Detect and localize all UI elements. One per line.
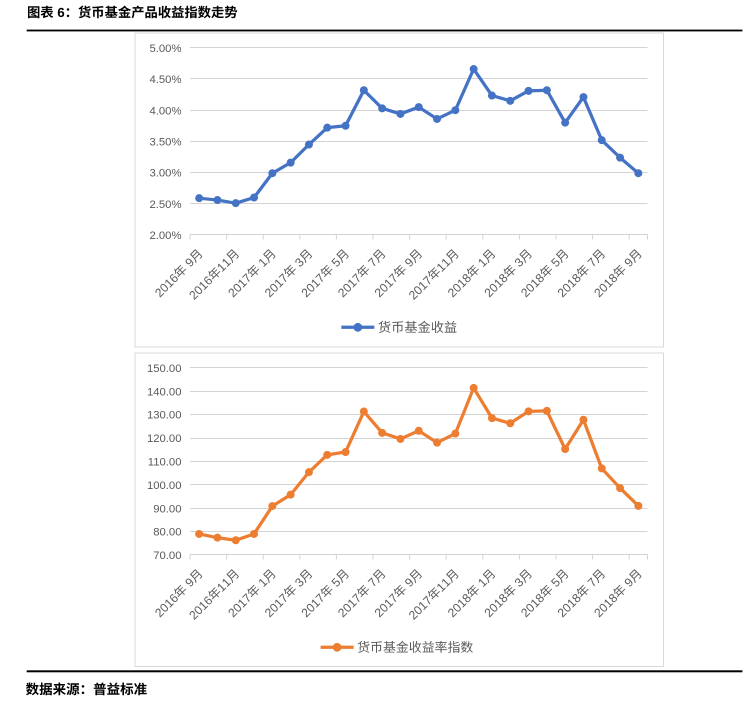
svg-text:2.00%: 2.00%: [149, 230, 181, 242]
svg-text:90.00: 90.00: [153, 503, 181, 515]
svg-text:4.00%: 4.00%: [149, 105, 181, 117]
svg-text:70.00: 70.00: [153, 550, 181, 562]
svg-text:4.50%: 4.50%: [149, 74, 181, 86]
svg-text:3.50%: 3.50%: [149, 137, 181, 149]
svg-text:110.00: 110.00: [148, 457, 182, 469]
svg-text:5.00%: 5.00%: [149, 43, 181, 55]
svg-text:2.50%: 2.50%: [149, 199, 181, 211]
svg-text:140.00: 140.00: [147, 386, 182, 398]
svg-text:3.00%: 3.00%: [149, 168, 181, 180]
svg-text:120.00: 120.00: [147, 433, 182, 445]
svg-text:100.00: 100.00: [147, 480, 182, 492]
svg-text:80.00: 80.00: [153, 527, 181, 539]
svg-text:130.00: 130.00: [147, 410, 182, 422]
svg-text:150.00: 150.00: [147, 363, 182, 375]
